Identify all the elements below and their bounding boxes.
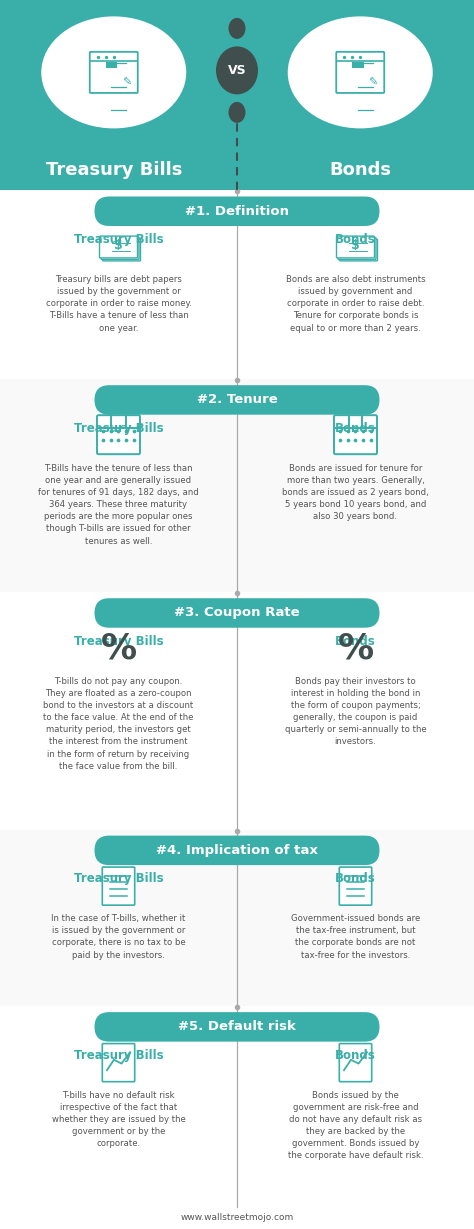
Text: Bonds: Bonds bbox=[335, 634, 376, 648]
Text: Bonds issued by the
government are risk-free and
do not have any default risk as: Bonds issued by the government are risk-… bbox=[288, 1090, 423, 1160]
Text: %: % bbox=[100, 632, 137, 666]
Text: Treasury Bills: Treasury Bills bbox=[73, 634, 164, 648]
Ellipse shape bbox=[288, 16, 433, 128]
Text: Treasury Bills: Treasury Bills bbox=[46, 161, 182, 179]
Text: Government-issued bonds are
the tax-free instrument, but
the corporate bonds are: Government-issued bonds are the tax-free… bbox=[291, 914, 420, 960]
Text: #1. Definition: #1. Definition bbox=[185, 205, 289, 218]
FancyBboxPatch shape bbox=[102, 240, 140, 261]
Bar bbox=[0, 190, 474, 380]
FancyBboxPatch shape bbox=[336, 52, 384, 93]
Text: Bonds are also debt instruments
issued by government and
corporate in order to r: Bonds are also debt instruments issued b… bbox=[286, 275, 425, 333]
Bar bbox=[0, 1007, 474, 1207]
FancyBboxPatch shape bbox=[94, 385, 380, 414]
FancyBboxPatch shape bbox=[102, 868, 135, 906]
Bar bbox=[352, 63, 364, 69]
FancyBboxPatch shape bbox=[94, 197, 380, 226]
Text: Treasury Bills: Treasury Bills bbox=[73, 873, 164, 885]
FancyBboxPatch shape bbox=[97, 415, 140, 455]
Ellipse shape bbox=[228, 18, 246, 39]
FancyBboxPatch shape bbox=[339, 868, 372, 906]
Ellipse shape bbox=[228, 102, 246, 123]
FancyBboxPatch shape bbox=[94, 836, 380, 865]
FancyBboxPatch shape bbox=[337, 236, 374, 258]
Text: Bonds: Bonds bbox=[329, 161, 391, 179]
Text: $: $ bbox=[114, 240, 123, 252]
FancyBboxPatch shape bbox=[100, 236, 137, 258]
Text: T-Bills have the tenure of less than
one year and are generally issued
for tenur: T-Bills have the tenure of less than one… bbox=[38, 463, 199, 546]
Text: Treasury Bills: Treasury Bills bbox=[73, 234, 164, 246]
Bar bbox=[0, 592, 474, 830]
Bar bbox=[0, 830, 474, 1007]
FancyBboxPatch shape bbox=[94, 1013, 380, 1042]
FancyBboxPatch shape bbox=[94, 599, 380, 628]
Text: In the case of T-bills, whether it
is issued by the government or
corporate, the: In the case of T-bills, whether it is is… bbox=[51, 914, 186, 960]
Text: Treasury bills are debt papers
issued by the government or
corporate in order to: Treasury bills are debt papers issued by… bbox=[46, 275, 191, 333]
Text: VS: VS bbox=[228, 64, 246, 77]
Text: Bonds pay their investors to
interest in holding the bond in
the form of coupon : Bonds pay their investors to interest in… bbox=[285, 677, 426, 746]
Text: %: % bbox=[337, 632, 374, 666]
FancyBboxPatch shape bbox=[102, 1043, 135, 1082]
Text: Bonds: Bonds bbox=[335, 422, 376, 435]
Text: Bonds: Bonds bbox=[335, 873, 376, 885]
FancyBboxPatch shape bbox=[339, 240, 377, 261]
FancyBboxPatch shape bbox=[338, 237, 376, 259]
Text: #2. Tenure: #2. Tenure bbox=[197, 393, 277, 407]
Text: Bonds: Bonds bbox=[335, 234, 376, 246]
FancyBboxPatch shape bbox=[101, 237, 139, 259]
Text: #4. Implication of tax: #4. Implication of tax bbox=[156, 844, 318, 857]
Text: T-bills do not pay any coupon.
They are floated as a zero-coupon
bond to the inv: T-bills do not pay any coupon. They are … bbox=[43, 677, 194, 771]
Bar bbox=[106, 63, 117, 69]
Text: Treasury Bills: Treasury Bills bbox=[73, 1048, 164, 1062]
Text: ✎: ✎ bbox=[122, 77, 131, 87]
Text: ✎: ✎ bbox=[368, 77, 378, 87]
Bar bbox=[0, 0, 474, 190]
FancyBboxPatch shape bbox=[339, 1043, 372, 1082]
FancyBboxPatch shape bbox=[334, 415, 377, 455]
Ellipse shape bbox=[41, 16, 186, 128]
Text: T-bills have no default risk
irrespective of the fact that
whether they are issu: T-bills have no default risk irrespectiv… bbox=[52, 1090, 185, 1148]
Text: Bonds: Bonds bbox=[335, 1048, 376, 1062]
Text: #3. Coupon Rate: #3. Coupon Rate bbox=[174, 606, 300, 619]
Text: www.wallstreetmojo.com: www.wallstreetmojo.com bbox=[181, 1213, 293, 1223]
Text: #5. Default risk: #5. Default risk bbox=[178, 1020, 296, 1034]
FancyBboxPatch shape bbox=[90, 52, 138, 93]
Text: $: $ bbox=[351, 240, 360, 252]
Bar bbox=[0, 380, 474, 592]
Text: Bonds are issued for tenure for
more than two years. Generally,
bonds are issued: Bonds are issued for tenure for more tha… bbox=[282, 463, 429, 521]
Ellipse shape bbox=[216, 47, 258, 95]
Text: Treasury Bills: Treasury Bills bbox=[73, 422, 164, 435]
